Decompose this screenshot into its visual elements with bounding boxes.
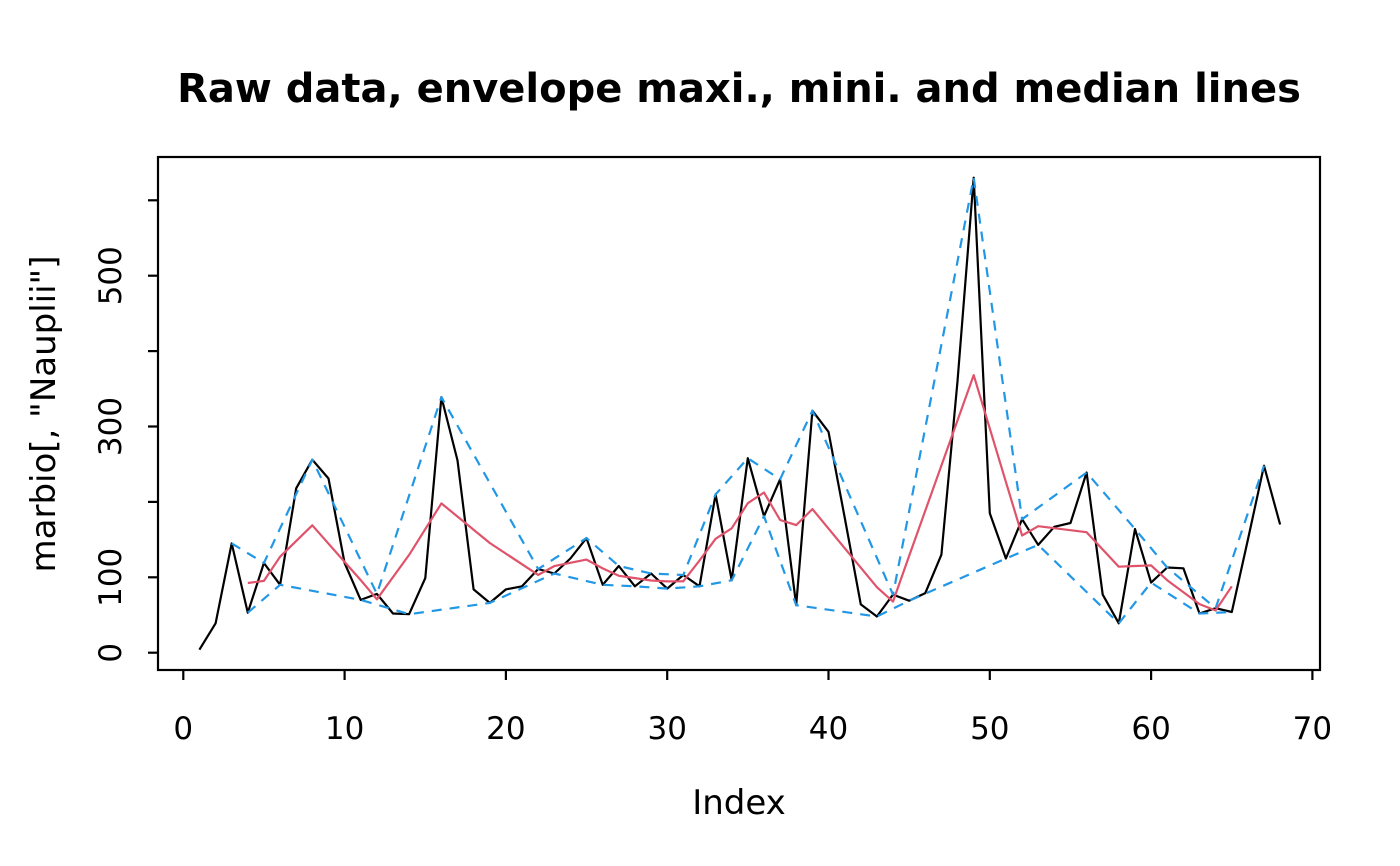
y-tick-label: 100 — [93, 548, 129, 607]
envelope-max-line — [231, 176, 1266, 610]
raw-data-line — [198, 176, 1282, 651]
x-tick-label: 10 — [325, 711, 364, 747]
y-axis-label: marbio[, "Nauplii"] — [24, 255, 64, 573]
x-axis-label: Index — [692, 783, 786, 823]
x-tick-label: 50 — [970, 711, 1009, 747]
plot-box — [156, 155, 1322, 672]
x-tick-label: 20 — [486, 711, 525, 747]
x-tick-label: 60 — [1131, 711, 1170, 747]
x-tick-label: 40 — [809, 711, 848, 747]
x-tick-label: 70 — [1293, 711, 1332, 747]
x-tick-label: 0 — [173, 711, 193, 747]
y-tick-label: 0 — [93, 643, 129, 663]
x-tick-label: 30 — [647, 711, 686, 747]
chart-title: Raw data, envelope maxi., mini. and medi… — [177, 66, 1301, 112]
envelope-min-line — [247, 515, 1232, 625]
median-line — [247, 374, 1233, 612]
y-tick-label: 300 — [93, 397, 129, 456]
y-tick-label: 500 — [93, 246, 129, 305]
